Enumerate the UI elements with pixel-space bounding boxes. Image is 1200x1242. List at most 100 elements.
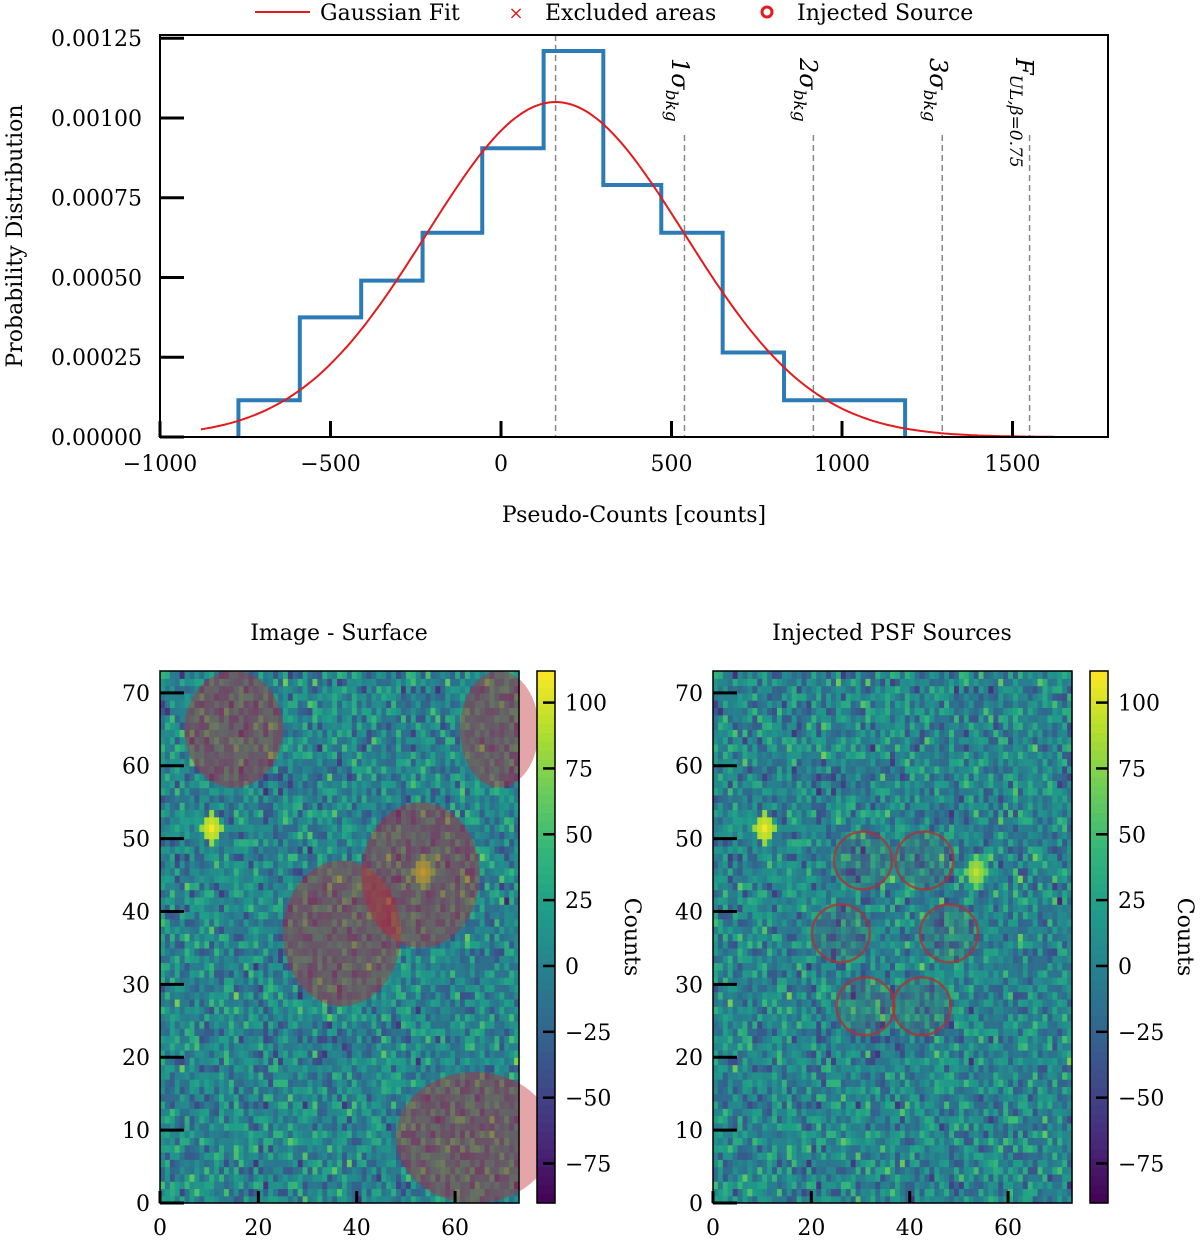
heatmap-pixel <box>440 904 446 913</box>
heatmap-pixel <box>494 969 500 978</box>
heatmap-pixel <box>415 824 422 832</box>
heatmap-pixel <box>312 1137 318 1146</box>
heatmap-pixel <box>455 838 461 847</box>
heatmap-pixel <box>273 1079 279 1087</box>
heatmap-pixel <box>278 867 284 876</box>
heatmap-pixel <box>214 875 220 883</box>
heatmap-pixel <box>322 1093 328 1102</box>
heatmap-pixel <box>228 1173 235 1182</box>
heatmap-pixel <box>263 1144 269 1153</box>
heatmap-pixel <box>337 794 343 803</box>
heatmap-pixel <box>504 947 510 956</box>
heatmap-pixel <box>435 947 441 956</box>
heatmap-pixel <box>514 743 520 752</box>
heatmap-pixel <box>302 794 309 803</box>
heatmap-pixel <box>504 1020 510 1029</box>
heatmap-pixel <box>381 1159 387 1168</box>
heatmap-pixel <box>174 1100 181 1109</box>
heatmap-pixel <box>278 918 284 927</box>
heatmap-pixel <box>484 947 491 956</box>
heatmap-pixel <box>425 1006 432 1015</box>
heatmap-pixel <box>164 1049 171 1058</box>
heatmap-pixel <box>327 977 333 985</box>
heatmap-pixel <box>509 1173 515 1182</box>
heatmap-pixel <box>223 845 230 854</box>
heatmap-pixel <box>489 1122 496 1131</box>
heatmap-pixel <box>273 1115 279 1124</box>
heatmap-pixel <box>179 1122 186 1131</box>
heatmap-pixel <box>376 773 382 781</box>
heatmap-pixel <box>174 802 181 811</box>
heatmap-pixel <box>371 911 377 920</box>
heatmap-pixel <box>238 940 245 949</box>
heatmap-pixel <box>504 1130 510 1139</box>
heatmap-pixel <box>214 1108 220 1117</box>
heatmap-pixel <box>233 1086 240 1095</box>
legend-gaussian-label: Gaussian Fit <box>320 1 460 26</box>
heatmap-pixel <box>415 729 422 738</box>
histogram-panel: −1000 −500 0 500 1000 1500 0.000000.000250.00… <box>3 27 1109 528</box>
heatmap-pixel <box>209 816 215 825</box>
heatmap-pixel <box>179 794 186 803</box>
heatmap-pixel <box>489 875 496 883</box>
heatmap-pixel <box>233 889 240 898</box>
heatmap-pixel <box>415 1013 422 1022</box>
heatmap-pixel <box>371 1042 377 1051</box>
heatmap-pixel <box>400 896 407 905</box>
heatmap-pixel <box>445 1181 451 1190</box>
heatmap-pixel <box>189 751 196 760</box>
heatmap-pixel <box>371 1057 377 1066</box>
heatmap-pixel <box>278 1166 284 1175</box>
heatmap-pixel <box>219 969 225 978</box>
heatmap-pixel <box>223 729 230 738</box>
heatmap-pixel <box>258 1057 264 1066</box>
heatmap-pixel <box>484 787 491 796</box>
heatmap-pixel <box>287 1086 294 1095</box>
heatmap-pixel <box>445 926 451 934</box>
heatmap-pixel <box>287 824 294 832</box>
heatmap-pixel <box>346 1173 353 1182</box>
heatmap-pixel <box>464 838 471 847</box>
heatmap-pixel <box>243 889 250 898</box>
histogram-y-ticks: 0.000000.000250.000500.000750.001000.001… <box>51 27 184 451</box>
heatmap-pixel <box>356 889 363 898</box>
heatmap-pixel <box>243 1108 250 1117</box>
heatmap-pixel <box>494 1042 500 1051</box>
heatmap-pixel <box>425 1151 432 1160</box>
heatmap-pixel <box>160 809 166 818</box>
heatmap-pixel <box>499 882 505 891</box>
heatmap-pixel <box>248 1028 255 1036</box>
heatmap-pixel <box>164 1115 171 1124</box>
heatmap-pixel <box>396 955 402 964</box>
heatmap-pixel <box>160 845 166 854</box>
heatmap-pixel <box>455 758 461 767</box>
heatmap-pixel <box>233 758 240 767</box>
heatmap-pixel <box>381 918 387 927</box>
heatmap-pixel <box>238 1159 245 1168</box>
heatmap-pixel <box>184 1137 191 1146</box>
heatmap-pixel <box>445 1086 451 1095</box>
heatmap-pixel <box>268 845 274 854</box>
annotation-f-ul-sub: UL,β=0.75 <box>1005 75 1025 168</box>
heatmap-pixel <box>253 1079 259 1087</box>
heatmap-pixel <box>228 1028 235 1036</box>
heatmap-pixel <box>341 1166 348 1175</box>
heatmap-pixel <box>504 882 510 891</box>
heatmap-pixel <box>268 947 274 956</box>
heatmap-pixel <box>396 729 402 738</box>
heatmap-pixel <box>455 853 461 862</box>
heatmap-pixel <box>420 955 427 964</box>
heatmap-pixel <box>209 1195 215 1204</box>
heatmap-pixel <box>228 1130 235 1139</box>
heatmap-pixel <box>435 1057 441 1066</box>
heatmap-pixel <box>489 918 496 927</box>
heatmap-pixel <box>263 1115 269 1124</box>
heatmap-pixel <box>287 889 294 898</box>
heatmap-pixel <box>258 802 264 811</box>
heatmap-pixel <box>341 860 348 869</box>
heatmap-pixel <box>199 882 205 891</box>
heatmap-pixel <box>450 1159 456 1168</box>
heatmap-pixel <box>361 933 368 942</box>
heatmap-pixel <box>504 984 510 993</box>
heatmap-pixel <box>273 962 279 971</box>
